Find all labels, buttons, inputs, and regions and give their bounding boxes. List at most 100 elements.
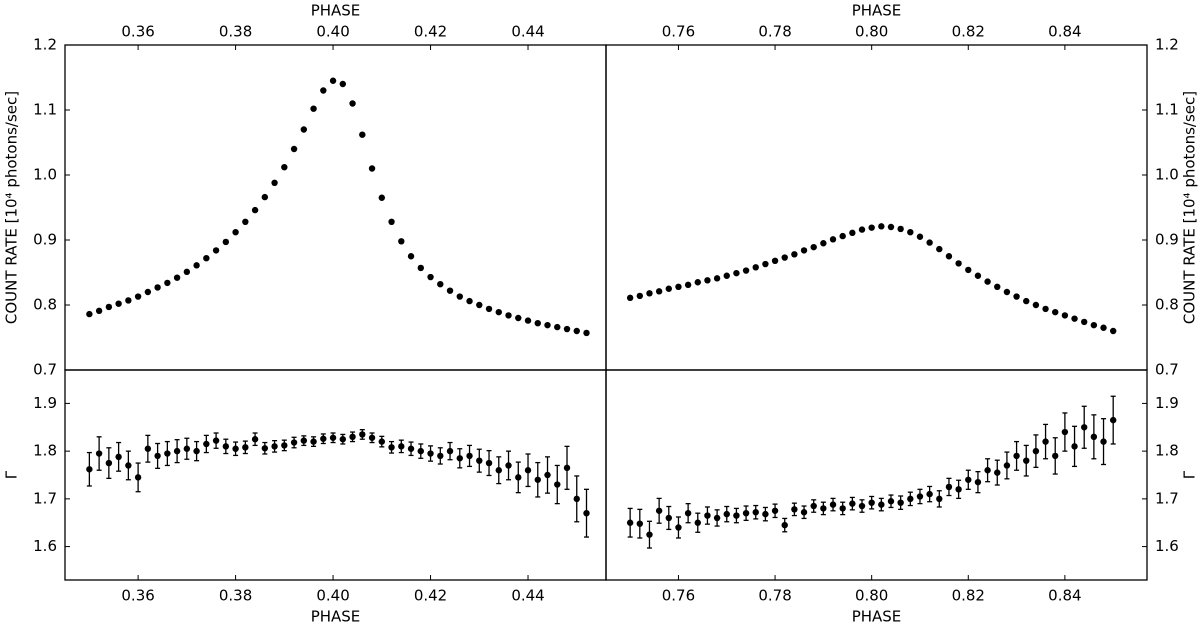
y-tick-label: 1.0 (1155, 166, 1179, 184)
y-axis-label: Γ (3, 470, 21, 479)
data-point (800, 509, 808, 516)
data-point (554, 481, 561, 488)
data-point (820, 240, 827, 247)
data-point (300, 126, 308, 133)
data-point (897, 499, 904, 506)
data-point (965, 476, 972, 483)
x-tick-label: 0.40 (316, 23, 349, 41)
data-point (858, 226, 866, 233)
data-point (1003, 462, 1011, 469)
data-point (573, 327, 580, 335)
data-point (684, 509, 692, 517)
data-point (849, 500, 856, 507)
data-point (398, 443, 405, 450)
data-point (485, 305, 493, 313)
panel-frame (64, 369, 607, 581)
data-point (115, 300, 122, 307)
data-point (984, 467, 991, 474)
y-tick-label: 1.8 (1155, 442, 1179, 460)
x-tick-label: 0.38 (219, 587, 252, 605)
data-point (810, 243, 817, 251)
data-point (646, 531, 653, 538)
data-point (476, 301, 483, 309)
data-point (212, 247, 220, 254)
data-point (320, 435, 327, 442)
data-point (713, 275, 721, 282)
data-point (456, 293, 463, 300)
data-point (704, 277, 711, 284)
data-point (232, 229, 239, 236)
data-point (144, 445, 152, 452)
data-point (95, 450, 103, 457)
data-point (839, 505, 846, 512)
y-tick-label: 1.6 (1155, 537, 1179, 555)
data-point (495, 467, 502, 474)
data-point (524, 317, 532, 324)
data-point (105, 303, 113, 311)
data-point (684, 281, 692, 289)
data-point (974, 272, 982, 279)
data-point (378, 194, 386, 201)
data-point (485, 459, 493, 467)
y-tick-label: 1.6 (33, 537, 57, 555)
data-point (359, 131, 366, 138)
y-tick-label: 1.2 (1155, 36, 1179, 54)
x-tick-label: 0.82 (952, 23, 985, 41)
y-tick-label: 0.7 (33, 361, 57, 379)
data-point (646, 290, 653, 297)
data-point (820, 505, 827, 512)
data-point (583, 329, 590, 337)
data-point (800, 247, 808, 254)
data-point (388, 444, 395, 451)
data-point (1081, 318, 1088, 326)
data-point (926, 490, 933, 498)
data-point (955, 260, 962, 267)
data-point (1023, 297, 1030, 305)
data-point (1071, 315, 1078, 322)
data-point (742, 509, 750, 517)
x-tick-label: 0.38 (219, 23, 252, 41)
data-point (1052, 452, 1059, 460)
data-point (936, 245, 943, 253)
data-point (733, 269, 740, 277)
y-tick-label: 1.9 (1155, 394, 1179, 412)
data-point (173, 274, 181, 281)
data-point (1003, 288, 1011, 296)
data-point (1109, 327, 1117, 335)
data-point (476, 457, 483, 464)
data-point (955, 486, 962, 493)
data-point (368, 165, 376, 172)
data-point (675, 524, 682, 531)
y-axis-label: Γ (1181, 470, 1199, 479)
data-point (86, 466, 93, 473)
data-point (515, 474, 522, 481)
data-point (281, 442, 288, 449)
y-axis-label: COUNT RATE [10⁴ photons/sec] (3, 91, 21, 324)
data-point (515, 314, 522, 322)
data-point (1071, 443, 1078, 450)
y-tick-label: 0.7 (1155, 361, 1179, 379)
data-point (762, 260, 769, 268)
data-point (926, 239, 933, 246)
data-point (271, 443, 278, 450)
data-point (636, 520, 644, 527)
data-point (456, 455, 463, 462)
data-point (544, 321, 551, 329)
data-point (105, 459, 113, 467)
data-point (329, 434, 337, 441)
data-point (407, 445, 415, 452)
data-point (281, 164, 288, 171)
y-axis-label: COUNT RATE [10⁴ photons/sec] (1181, 91, 1199, 324)
data-point (446, 287, 454, 294)
data-point (144, 288, 152, 296)
data-point (329, 77, 337, 84)
data-point (95, 307, 103, 315)
data-point (916, 233, 924, 240)
data-point (349, 100, 356, 107)
data-point (1090, 433, 1098, 441)
data-point (1032, 301, 1040, 309)
data-point (339, 80, 347, 88)
data-point (771, 257, 779, 264)
data-point (398, 238, 405, 245)
data-point (907, 495, 914, 503)
